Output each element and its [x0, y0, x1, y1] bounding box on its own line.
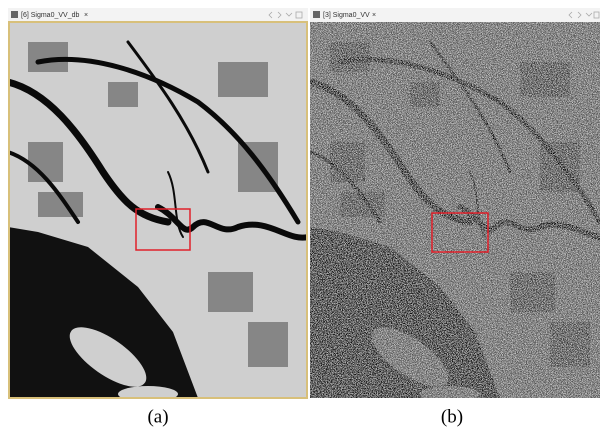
tab-icon: [11, 11, 18, 18]
tab-close[interactable]: ×: [84, 12, 88, 19]
caption: (a): [147, 406, 168, 427]
sar-image: [8, 22, 308, 402]
panel-b: [3] Sigma0_VV × (b): [310, 8, 600, 427]
panel-a: [6] Sigma0_VV_db × (a): [8, 8, 308, 427]
tab-icon: [313, 11, 320, 18]
page: [6] Sigma0_VV_db × (a) [3] Sigma0_VV × (…: [0, 0, 600, 434]
sar-image: [310, 22, 600, 402]
caption: (b): [441, 406, 463, 427]
tab-label[interactable]: [3] Sigma0_VV: [323, 12, 370, 19]
tab-label[interactable]: [6] Sigma0_VV_db: [21, 12, 79, 19]
tab-close[interactable]: ×: [372, 12, 376, 19]
figure: [6] Sigma0_VV_db × (a) [3] Sigma0_VV × (…: [0, 0, 600, 434]
